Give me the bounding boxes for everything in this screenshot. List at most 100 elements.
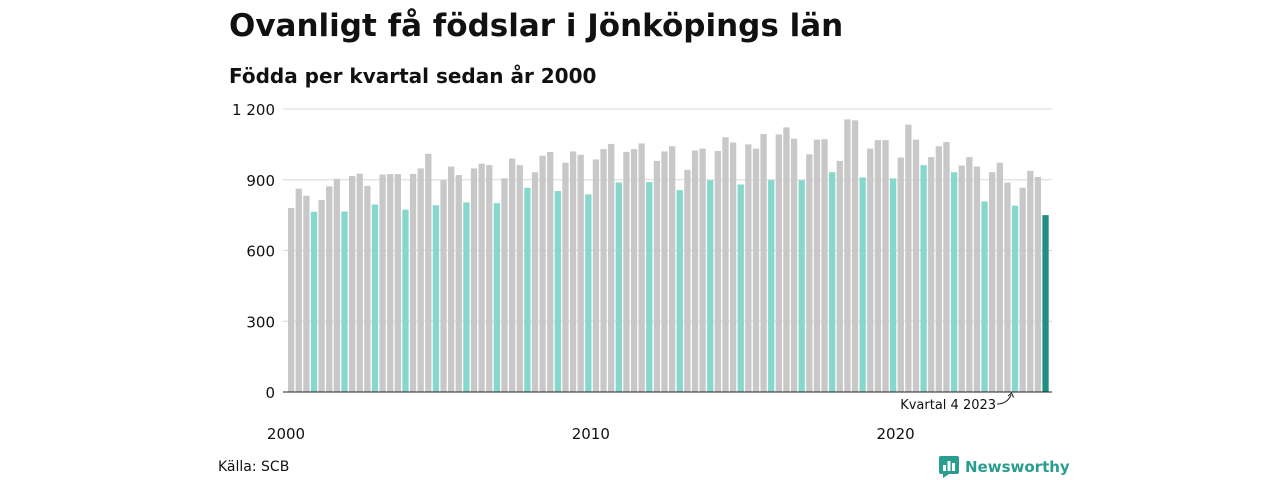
bar: [295, 188, 302, 392]
bar: [364, 185, 371, 392]
bar: [425, 153, 432, 392]
bar: [859, 177, 866, 392]
bar: [973, 166, 981, 392]
bar: [554, 191, 561, 392]
chart-subtitle: Födda per kvartal sedan år 2000: [229, 64, 597, 88]
bar: [905, 124, 912, 392]
bar: [1027, 170, 1034, 392]
bar: [966, 157, 973, 392]
bar: [745, 144, 752, 392]
bar: [600, 149, 607, 392]
bar: [737, 184, 744, 392]
bar: [691, 150, 699, 392]
bar: [867, 148, 874, 392]
bar: [318, 200, 325, 392]
bar: [1034, 176, 1042, 392]
bar: [638, 143, 645, 392]
bar: [889, 178, 897, 392]
bar: [707, 180, 714, 392]
bar: [333, 178, 341, 392]
bar: [813, 139, 821, 392]
bar: [630, 149, 638, 392]
y-tick-label: 300: [246, 313, 275, 331]
bar: [996, 162, 1003, 392]
chart-title: Ovanligt få födslar i Jönköpings län: [229, 8, 844, 44]
bar: [547, 151, 554, 392]
bar: [486, 165, 493, 392]
bar-chart: 0 300 600 900 1 200 2000 2010 2020 Kvartal 4 20…: [232, 101, 1052, 443]
annotation-arrowhead: [1007, 392, 1015, 398]
bar: [493, 203, 501, 392]
x-tick-label: 2020: [877, 425, 915, 443]
bar: [478, 163, 485, 392]
bar: [935, 146, 942, 392]
bar: [646, 182, 653, 392]
bars: [288, 119, 1049, 393]
bar: [775, 134, 782, 392]
bar: [958, 165, 965, 392]
bar: [783, 127, 790, 393]
bar: [676, 190, 683, 392]
bar: [844, 119, 851, 393]
bar: [653, 160, 661, 392]
bar: [829, 172, 836, 392]
bar: [623, 151, 630, 392]
bar: [1019, 187, 1026, 392]
bar: [897, 157, 904, 392]
bar: [714, 150, 722, 392]
bar: [348, 175, 356, 392]
bar: [851, 120, 859, 392]
bar: [417, 168, 424, 392]
bar: [524, 187, 531, 392]
bar: [288, 208, 295, 392]
source-note: Källa: SCB: [218, 459, 290, 475]
bar: [1004, 182, 1011, 392]
bar: [341, 211, 348, 392]
bar: [371, 204, 379, 392]
bar: [684, 169, 691, 392]
bar: [790, 138, 798, 392]
y-tick-label: 600: [246, 243, 275, 261]
annotation: Kvartal 4 2023: [900, 392, 1015, 413]
annotation-arrow: [997, 394, 1012, 405]
bar: [752, 148, 760, 392]
bar: [1042, 215, 1049, 392]
bar: [806, 154, 813, 392]
bar: [470, 168, 478, 392]
bar: [448, 166, 455, 392]
bar: [608, 143, 615, 392]
y-tick-label: 0: [265, 384, 275, 402]
bar: [409, 173, 417, 392]
bar: [615, 182, 622, 392]
bar: [981, 201, 988, 392]
bar: [303, 195, 310, 392]
bar: [920, 165, 927, 392]
bar: [501, 178, 508, 392]
bar: [912, 139, 920, 392]
bar: [356, 173, 363, 392]
bar: [928, 157, 935, 392]
bar: [592, 159, 600, 392]
bar: [882, 140, 889, 392]
bar: [798, 180, 805, 392]
bar: [569, 151, 577, 392]
bar: [508, 158, 516, 392]
bar: [874, 140, 882, 392]
bar: [402, 209, 409, 392]
bar: [768, 180, 775, 392]
newsworthy-logo: Newsworthy: [939, 456, 1070, 478]
bar: [836, 160, 843, 392]
x-tick-label: 2000: [267, 425, 305, 443]
bar: [562, 162, 569, 392]
bar: [310, 211, 318, 392]
y-tick-label: 1 200: [232, 101, 275, 119]
bar: [539, 155, 546, 392]
bar: [455, 175, 462, 392]
bar: [440, 180, 447, 392]
bar: [394, 174, 401, 392]
bar: [326, 186, 333, 392]
bar: [1011, 205, 1019, 392]
bar: [760, 133, 767, 392]
bar: [669, 146, 676, 392]
bar: [661, 151, 668, 392]
